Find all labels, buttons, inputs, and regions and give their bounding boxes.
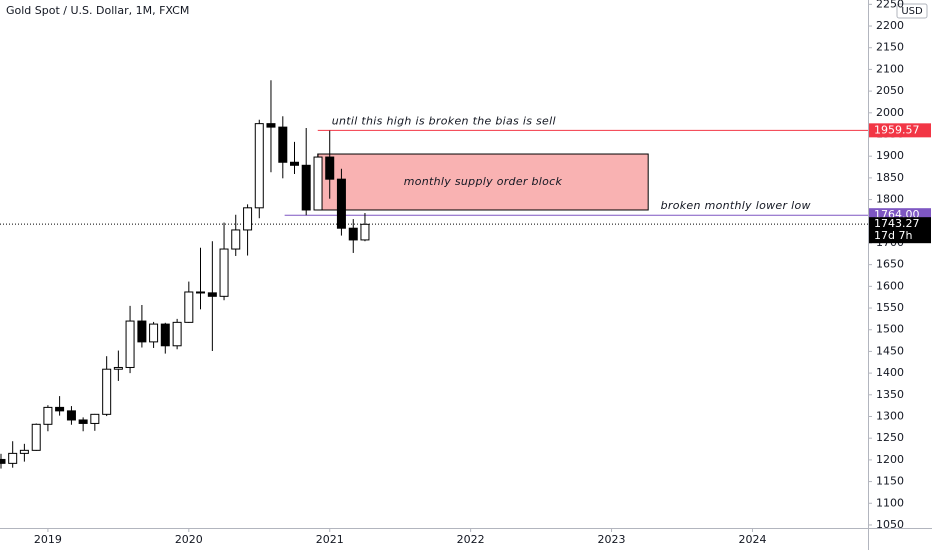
supply-zone [317, 153, 649, 211]
price-line-note: until this high is broken the bias is se… [332, 114, 556, 127]
currency-label[interactable]: USD [901, 6, 923, 17]
candle-body [160, 323, 170, 347]
candle-body [43, 406, 53, 425]
candle-body [125, 320, 135, 368]
candle-body [266, 123, 276, 128]
x-tick-label: 2019 [34, 533, 62, 546]
candle-body [172, 321, 182, 347]
candle-body [149, 323, 159, 343]
price-line-note: broken monthly lower low [661, 199, 811, 212]
zone-label: monthly supply order block [404, 175, 563, 188]
y-tick-label: 1050 [876, 518, 904, 531]
candle-body [113, 366, 123, 370]
candle-body [243, 207, 253, 231]
candle-body [336, 178, 346, 229]
y-tick-label: 1900 [876, 149, 904, 162]
last-price-label: 1743.27 [874, 217, 920, 230]
candle-body [196, 291, 206, 294]
candle-body [290, 161, 299, 166]
candle-body [254, 123, 264, 209]
candle-body [90, 413, 100, 424]
y-tick-label: 2200 [876, 19, 904, 32]
candle-body [102, 368, 112, 415]
candle-body [66, 410, 76, 421]
y-tick-label: 1350 [876, 388, 904, 401]
price-line-badge-label: 1959.57 [874, 123, 920, 136]
candle-body [19, 449, 29, 454]
candle-body [55, 406, 65, 412]
y-tick-label: 1250 [876, 431, 904, 444]
y-tick-label: 2250 [876, 0, 904, 10]
candle-body [8, 452, 18, 464]
candle-body [207, 292, 217, 297]
y-tick-label: 1450 [876, 344, 904, 357]
y-tick-label: 1650 [876, 258, 904, 271]
y-tick-label: 1600 [876, 279, 904, 292]
y-tick-label: 2050 [876, 84, 904, 97]
chart-title: Gold Spot / U.S. Dollar, 1M, FXCM [6, 4, 189, 17]
currency-badge[interactable] [896, 3, 928, 19]
y-tick-label: 1100 [876, 496, 904, 509]
candle-body [31, 423, 41, 451]
y-tick-label: 1300 [876, 409, 904, 422]
y-tick-label: 2000 [876, 106, 904, 119]
y-tick-label: 1550 [876, 301, 904, 314]
y-tick-label: 2150 [876, 41, 904, 54]
candle-body [301, 164, 311, 211]
y-tick-label: 1500 [876, 323, 904, 336]
y-tick-label: 2100 [876, 62, 904, 75]
y-tick-label: 1400 [876, 366, 904, 379]
candle-body [231, 229, 241, 250]
candle-body [137, 320, 147, 343]
candle-body [78, 419, 88, 424]
candle-body [278, 126, 288, 163]
candle-body [184, 291, 194, 323]
last-price-badge [869, 217, 931, 244]
candle-body [325, 156, 335, 180]
candle-body [348, 227, 358, 241]
y-tick-label: 1850 [876, 171, 904, 184]
x-tick-label: 2024 [738, 533, 766, 546]
x-tick-label: 2023 [598, 533, 626, 546]
candle-body [360, 223, 370, 241]
x-tick-label: 2021 [316, 533, 344, 546]
y-tick-label: 1150 [876, 475, 904, 488]
countdown-label: 17d 7h [874, 229, 912, 242]
candle-body [313, 156, 323, 211]
x-tick-label: 2022 [457, 533, 485, 546]
price-line-badge [869, 123, 931, 138]
candle-body [219, 248, 229, 297]
x-tick-label: 2020 [175, 533, 203, 546]
y-tick-label: 1200 [876, 453, 904, 466]
y-tick-label: 1800 [876, 193, 904, 206]
candle-body [0, 458, 6, 464]
